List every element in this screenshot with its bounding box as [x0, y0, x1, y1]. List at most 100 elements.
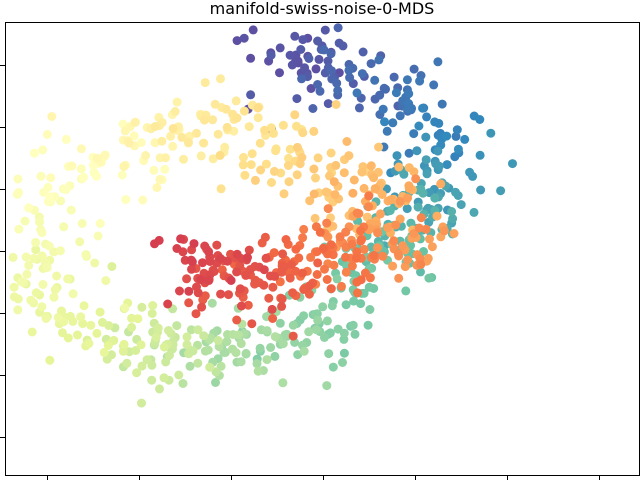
scatter-point [395, 111, 405, 121]
scatter-point [278, 120, 288, 130]
scatter-point [391, 220, 401, 230]
scatter-point [313, 153, 323, 163]
scatter-point [36, 171, 46, 181]
scatter-point [237, 301, 246, 311]
scatter-point [81, 250, 91, 260]
scatter-point [465, 167, 475, 177]
scatter-point [219, 348, 229, 357]
scatter-point [22, 269, 32, 279]
scatter-point [269, 166, 279, 176]
scatter-point [411, 174, 421, 184]
scatter-point [216, 289, 226, 299]
scatter-point [155, 174, 165, 184]
scatter-point [196, 151, 206, 161]
scatter-point [418, 103, 428, 113]
scatter-point [319, 45, 329, 55]
scatter-point [297, 153, 307, 162]
scatter-point [332, 78, 342, 88]
scatter-point [49, 292, 59, 302]
scatter-point [409, 129, 419, 139]
scatter-point [269, 128, 278, 138]
scatter-point [323, 99, 333, 109]
scatter-point [253, 113, 263, 123]
scatter-point [351, 253, 361, 263]
scatter-point [496, 186, 506, 196]
scatter-point [311, 173, 320, 183]
scatter-point [92, 328, 102, 338]
scatter-point [222, 256, 232, 266]
scatter-point [170, 107, 180, 116]
scatter-point [306, 84, 316, 93]
scatter-point [79, 301, 89, 311]
scatter-point [358, 47, 368, 57]
scatter-point [403, 255, 413, 265]
scatter-point [354, 103, 364, 113]
scatter-point [193, 358, 203, 368]
scatter-point [284, 153, 293, 163]
scatter-point [412, 146, 422, 156]
scatter-point [476, 185, 486, 195]
scatter-point [239, 33, 249, 43]
scatter-point [429, 80, 439, 90]
scatter-point [416, 259, 426, 269]
scatter-point [404, 148, 414, 158]
scatter-point [182, 274, 192, 284]
scatter-point [101, 276, 111, 286]
scatter-point [270, 351, 280, 361]
scatter-point [394, 162, 404, 172]
scatter-point [418, 188, 428, 198]
scatter-point [348, 320, 358, 330]
scatter-point [298, 233, 308, 243]
scatter-point [205, 257, 215, 266]
scatter-point [330, 190, 340, 200]
scatter-point [136, 340, 146, 350]
scatter-point [226, 276, 236, 285]
scatter-point [353, 288, 362, 298]
scatter-point [244, 245, 254, 255]
scatter-point [378, 104, 388, 114]
scatter-point [61, 134, 71, 144]
scatter-point [409, 229, 419, 239]
scatter-point [136, 138, 146, 148]
scatter-point [287, 60, 297, 70]
scatter-point [131, 346, 141, 355]
scatter-point [324, 349, 334, 359]
scatter-point [345, 73, 355, 83]
scatter-point [152, 183, 162, 192]
scatter-point [356, 299, 366, 309]
scatter-point [404, 89, 414, 99]
scatter-point [313, 258, 323, 268]
scatter-point [38, 145, 48, 155]
scatter-point [453, 144, 463, 154]
scatter-point [312, 270, 322, 279]
scatter-point [13, 305, 23, 315]
scatter-point [422, 169, 432, 179]
scatter-point [157, 136, 167, 146]
scatter-point [184, 349, 194, 359]
scatter-point [231, 96, 241, 106]
scatter-point [63, 274, 73, 284]
scatter-point [314, 54, 324, 64]
scatter-point [299, 346, 309, 356]
scatter-point [253, 366, 263, 376]
scatter-point [318, 243, 328, 253]
scatter-point [389, 236, 399, 246]
scatter-point [47, 112, 57, 121]
scatter-point [31, 288, 41, 298]
scatter-point [86, 320, 96, 330]
scatter-point [107, 262, 117, 271]
scatter-point [92, 153, 102, 163]
scatter-point [176, 234, 186, 244]
scatter-point [364, 202, 374, 212]
scatter-point [213, 129, 223, 139]
scatter-point [321, 187, 331, 197]
scatter-point [388, 261, 398, 271]
scatter-point [421, 132, 431, 142]
scatter-point [255, 138, 265, 148]
scatter-point [404, 99, 414, 108]
scatter-point [166, 131, 176, 141]
scatter-point [337, 281, 346, 291]
scatter-point [200, 78, 210, 88]
scatter-points [8, 23, 517, 408]
scatter-point [212, 240, 222, 250]
